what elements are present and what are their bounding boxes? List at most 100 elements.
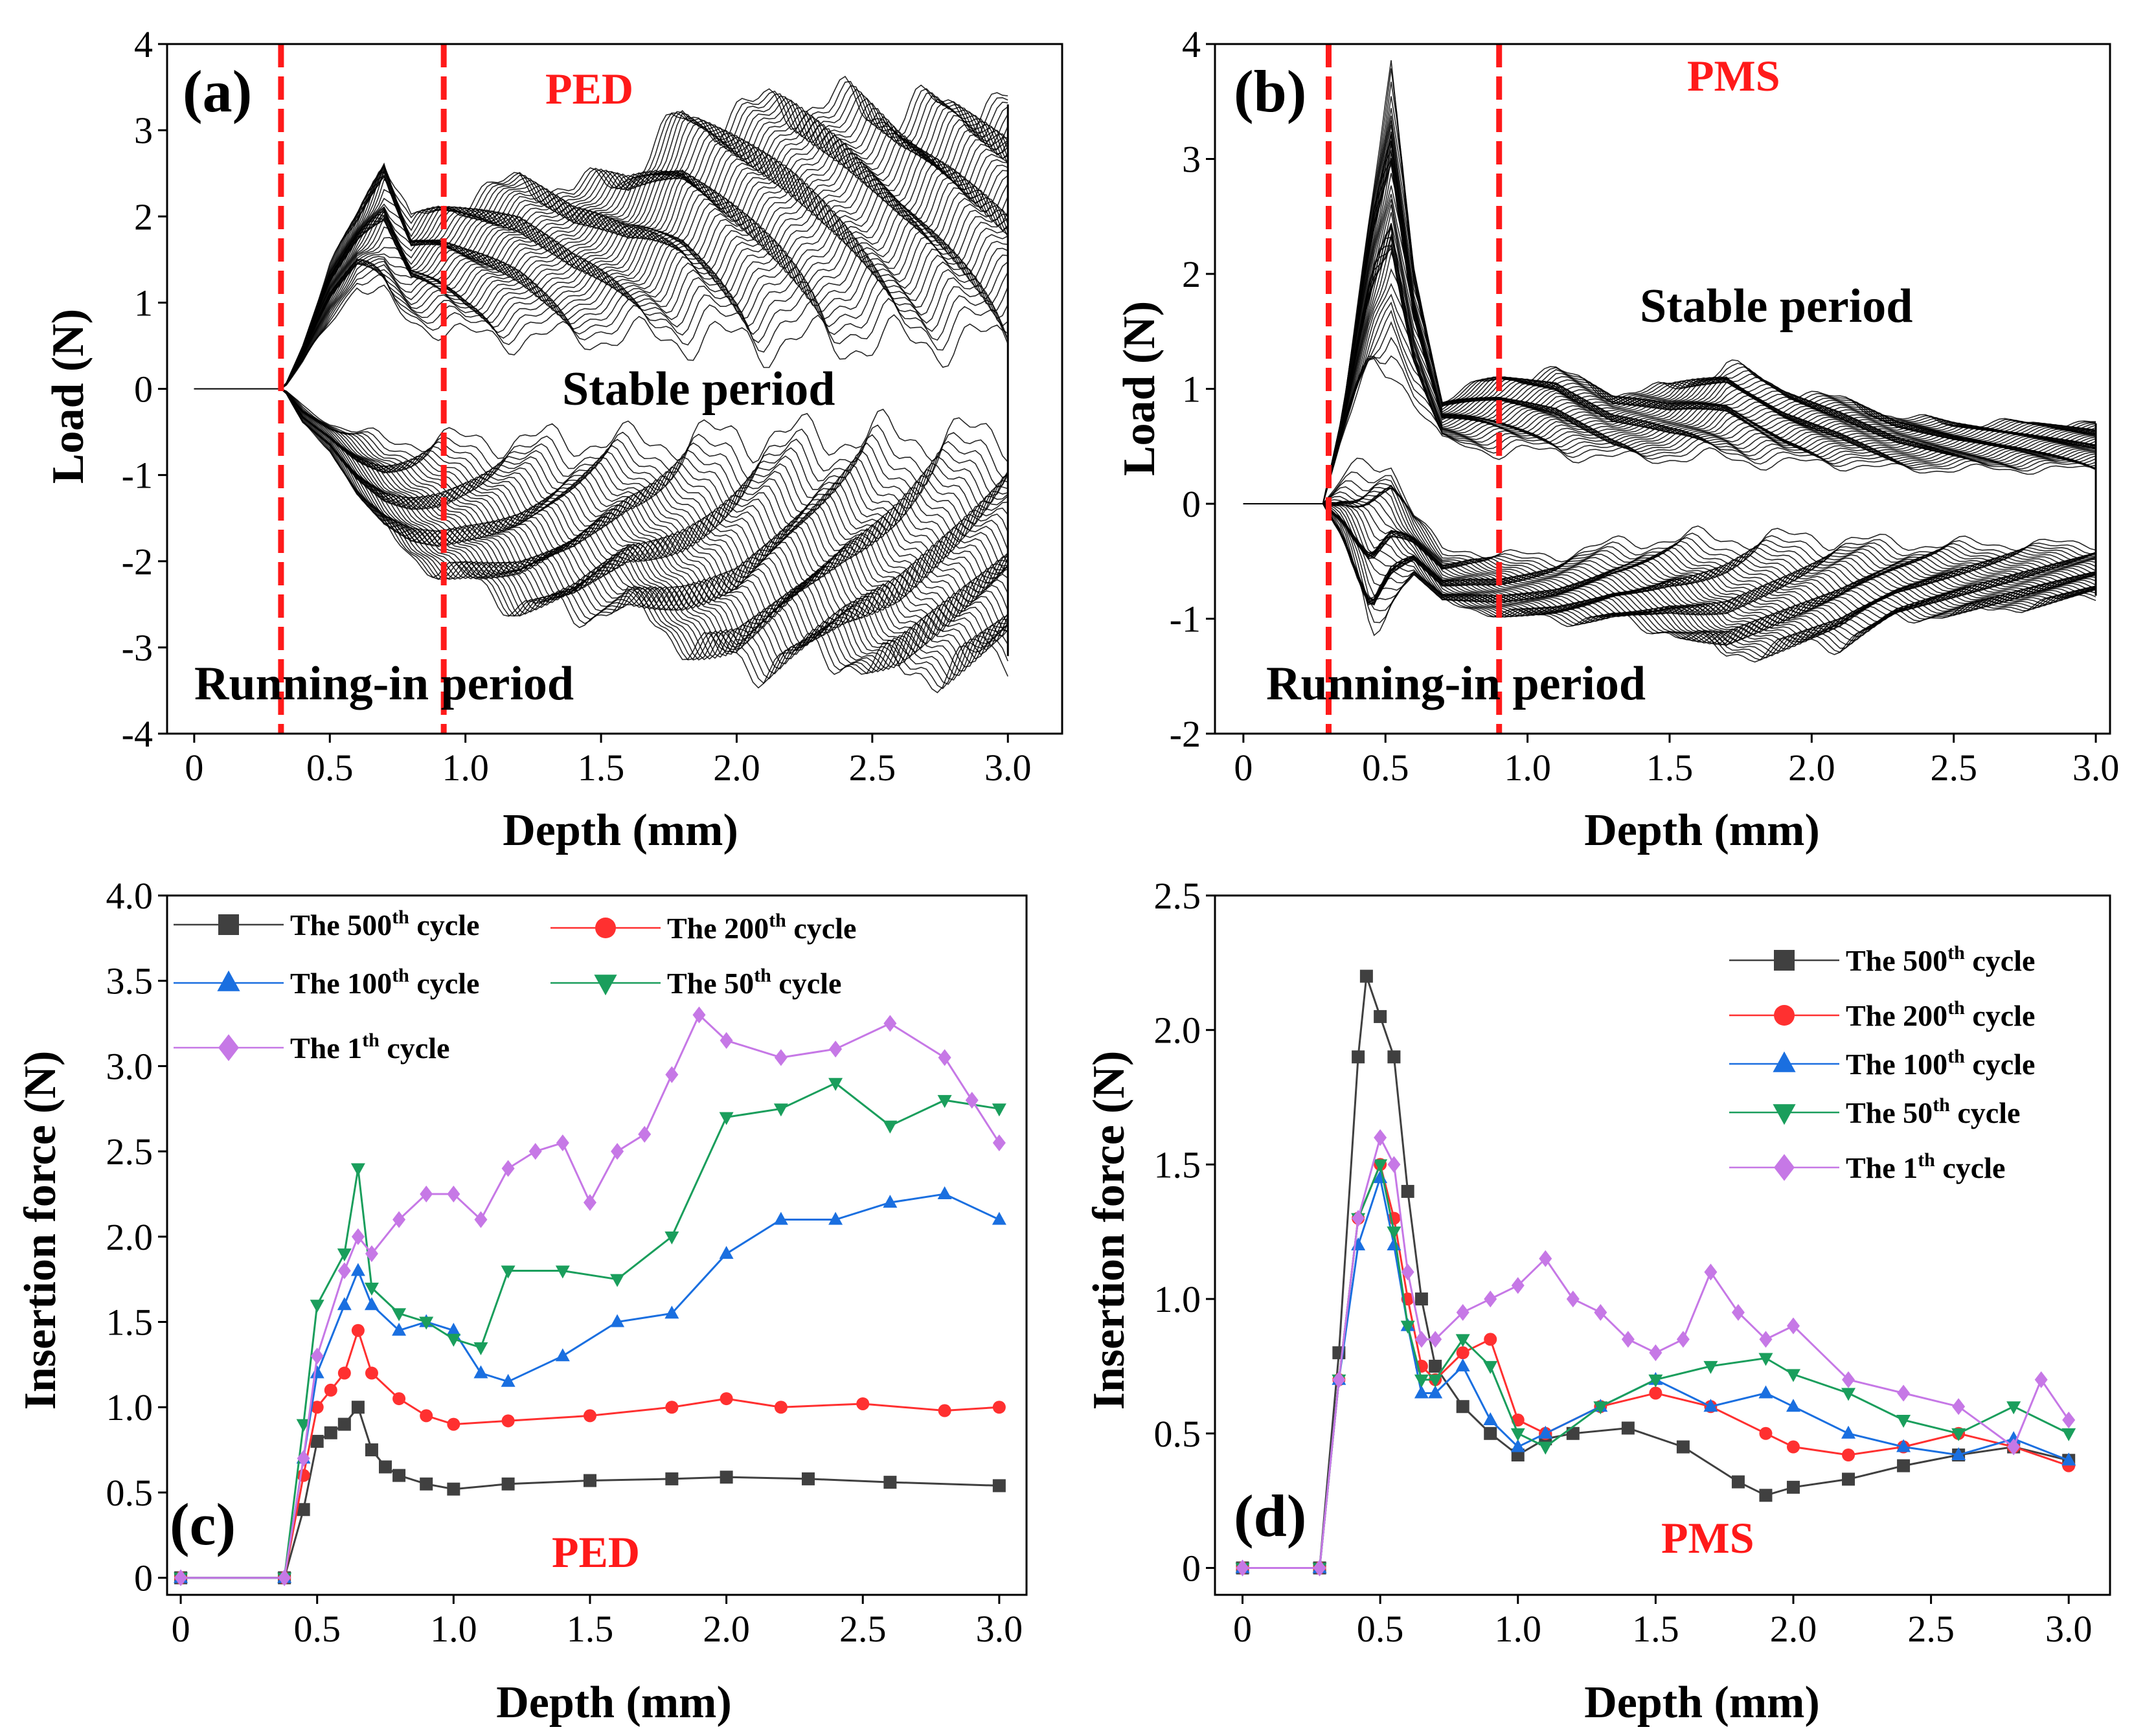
panel-d-data-point <box>1759 1426 1773 1440</box>
panel-d-data-point <box>1731 1475 1745 1489</box>
panel-a-load-curve-lower <box>194 388 1008 549</box>
panel-c-data-point <box>337 1366 351 1380</box>
panel-d-data-point <box>1759 1489 1773 1502</box>
panel-d-data-point <box>1483 1360 1498 1374</box>
panel-c-label: (c) <box>170 1491 236 1557</box>
panel-b-load-curve-lower <box>1243 503 2096 652</box>
panel-a-load-curve-upper <box>194 186 1008 390</box>
panel-b-load-curve-lower <box>1243 503 2096 610</box>
panel-c-data-point <box>611 1143 624 1160</box>
panel-c-data-point <box>350 1163 365 1177</box>
panel-a-x-tick-label: 1.0 <box>442 747 489 789</box>
panel-d-y-title: Insertion force (N) <box>1084 1051 1134 1410</box>
panel-b-load-curve-upper <box>1243 233 2096 504</box>
panel-c-data-point <box>297 1469 310 1482</box>
panel-c-data-point <box>446 1333 461 1347</box>
panel-d-data-point <box>1896 1415 1911 1428</box>
panel-d-legend-label: The 100th cycle <box>1846 1046 2035 1081</box>
panel-d-label: (d) <box>1234 1483 1306 1549</box>
panel-d-data-point <box>2034 1371 2048 1388</box>
panel-b-x-tick-label: 3.0 <box>2072 747 2120 789</box>
panel-a-x-tick-label: 1.5 <box>578 747 625 789</box>
panel-d-data-point <box>1359 969 1373 983</box>
panel-a-y-tick-label: -4 <box>122 713 153 755</box>
panel-d-data-point <box>1511 1277 1525 1294</box>
panel-d-data-point <box>1538 1425 1553 1439</box>
panel-c-series-line <box>181 1013 1001 1579</box>
panel-a-load-curve-upper <box>194 116 1008 390</box>
panel-b-load-curve-lower <box>1243 491 2096 587</box>
panel-b-y-tick-label: 0 <box>1182 483 1201 525</box>
panel-c-data-point <box>324 1426 337 1439</box>
panel-c-data-point <box>420 1409 433 1423</box>
panel-c-data-point <box>351 1324 365 1337</box>
panel-c-data-point <box>720 1031 733 1049</box>
panel-a-x-tick-label: 0 <box>185 747 203 789</box>
panel-a-x-tick-label: 2.5 <box>849 747 896 789</box>
panel-c-y-tick-label: 2.5 <box>106 1131 153 1173</box>
panel-d-data-point <box>1649 1344 1662 1362</box>
panel-b-load-curve-lower <box>1243 503 2096 646</box>
panel-c-legend-label: The 1th cycle <box>290 1030 449 1065</box>
panel-d-data-point <box>1951 1428 1966 1441</box>
panel-a-y-tick-label: 4 <box>134 23 153 65</box>
panel-c-data-point <box>828 1212 843 1225</box>
panel-c-data-point <box>938 1404 951 1417</box>
panel-c-data-point <box>324 1383 337 1397</box>
panel-d-data-point <box>1786 1399 1800 1412</box>
panel-c-data-point <box>364 1297 379 1311</box>
panel-b-label: (b) <box>1234 58 1306 124</box>
panel-b-load-curve-lower <box>1243 479 2096 570</box>
panel-a-load-curve-upper <box>194 260 1008 390</box>
panel-d-x-tick-label: 1.5 <box>1632 1608 1679 1650</box>
panel-d-data-point <box>1351 1237 1366 1250</box>
panel-d-data-point <box>1593 1401 1608 1415</box>
panel-d-legend-swatch-marker <box>1774 1005 1795 1026</box>
panel-d-data-point <box>1649 1386 1662 1400</box>
panel-d-data-point <box>1236 1559 1249 1577</box>
panel-c-data-point <box>392 1469 406 1482</box>
panel-c-data-point <box>829 1041 843 1058</box>
panel-d-data-point <box>1786 1369 1800 1382</box>
panel-d-data-point <box>1414 1385 1429 1399</box>
panel-b-load-curve-lower <box>1243 503 2096 649</box>
panel-c-data-point <box>801 1472 815 1485</box>
panel-b-y-tick-label: 3 <box>1182 139 1201 181</box>
panel-c-data-point <box>447 1185 460 1202</box>
panel-b-load-curve-upper <box>1243 321 2096 504</box>
panel-c-x-tick-label: 1.5 <box>567 1608 614 1650</box>
panel-c-data-point <box>583 1194 596 1212</box>
panel-c-data-point <box>883 1015 897 1032</box>
panel-d-frame <box>1214 894 2111 1596</box>
panel-c-data-point <box>719 1246 734 1259</box>
panel-c-data-point <box>992 1212 1006 1225</box>
panel-c-data-point <box>692 1006 706 1024</box>
panel-c-data-point <box>883 1120 898 1134</box>
panel-c-y-tick-label: 4.0 <box>106 875 153 917</box>
panel-b-x-tick-label: 0.5 <box>1362 747 1409 789</box>
panel-c-data-point <box>351 1228 365 1245</box>
panel-d-data-point <box>1896 1439 1911 1452</box>
panel-d-data-point <box>1731 1303 1745 1321</box>
panel-b-load-curve-upper <box>1243 152 2096 504</box>
panel-c-data-point <box>638 1125 652 1143</box>
panel-d-data-point <box>1842 1472 1855 1486</box>
panel-d-legend-swatch-marker <box>1773 1104 1796 1125</box>
panel-b-load-curve-upper <box>1243 357 2096 504</box>
panel-b-load-curve-lower <box>1243 503 2096 617</box>
panel-d-data-point <box>1400 1320 1415 1334</box>
panel-d-data-point <box>1455 1334 1470 1347</box>
panel-d-data-point <box>1332 1371 1346 1388</box>
panel-a-label: (a) <box>183 58 252 124</box>
panel-d-data-point <box>2062 1412 2076 1428</box>
panel-a-load-curve-lower <box>194 388 1008 464</box>
panel-a-load-curve-upper <box>194 199 1008 390</box>
panel-d-legend-item: The 50th cycle <box>1729 1094 2020 1129</box>
panel-a-load-curve-upper <box>194 269 1008 390</box>
panel-d-series-3 <box>1235 1170 2076 1573</box>
panel-c-legend-swatch-marker <box>594 975 617 996</box>
panel-a-x-tick-label: 3.0 <box>984 747 1032 789</box>
panel-d-series-line <box>1242 1134 2070 1569</box>
panel-b-x-tick-label: 0 <box>1234 747 1253 789</box>
